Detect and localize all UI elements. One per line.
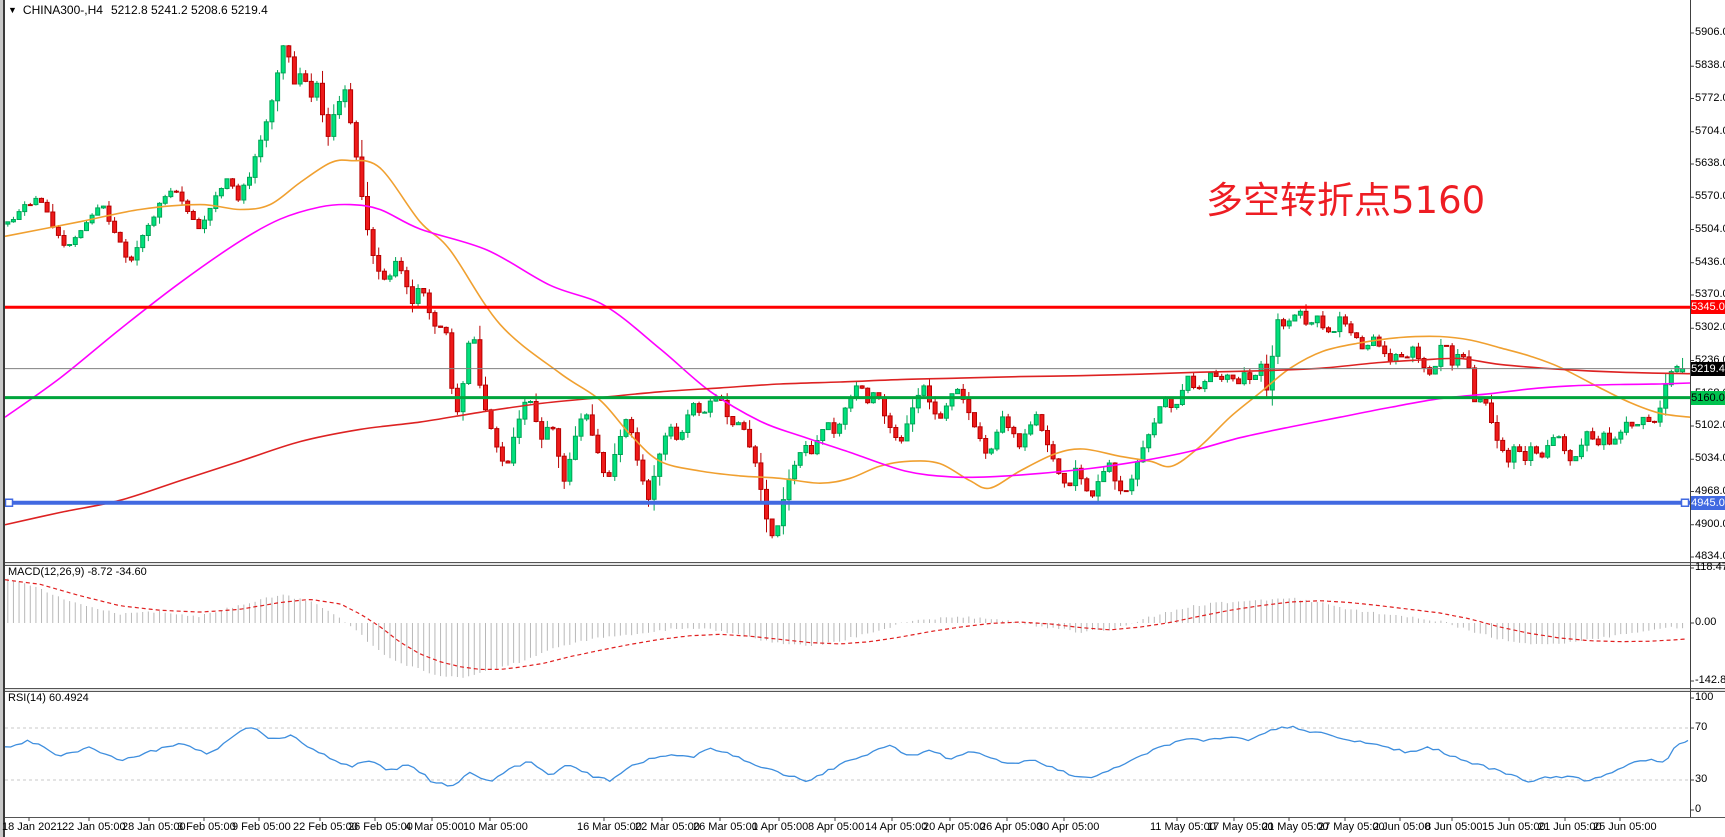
- price-tick-label: 5504.0: [1695, 222, 1725, 235]
- price-tick-label: 5370.0: [1695, 288, 1725, 300]
- date-label[interactable]: 17 May 05:00: [1207, 821, 1274, 833]
- price-tick-label: 5772.0: [1695, 91, 1725, 104]
- rsi-tick-label: 70: [1695, 721, 1708, 733]
- panel-separator[interactable]: [0, 688, 1725, 692]
- collapse-indicator-icon[interactable]: ▼: [8, 5, 17, 15]
- rsi-indicator-label: RSI(14) 60.4924: [8, 692, 89, 704]
- date-label[interactable]: 1 Apr 05:00: [752, 821, 809, 833]
- macd-indicator-label: MACD(12,26,9) -8.72 -34.60: [8, 566, 147, 578]
- price-tick-label: 5570.0: [1695, 190, 1725, 203]
- date-label[interactable]: 16 Mar 05:00: [577, 821, 642, 833]
- date-label[interactable]: 28 Jan 05:00: [122, 821, 186, 833]
- macd-tick-label: -142.8: [1695, 674, 1725, 686]
- price-tick-label: 4968.0: [1695, 484, 1725, 497]
- date-label[interactable]: 26 Feb 05:00: [348, 821, 413, 833]
- rsi-tick-label: 100: [1695, 691, 1714, 703]
- price-tick-label: 5102.0: [1695, 419, 1725, 431]
- date-label[interactable]: 26 Apr 05:00: [980, 821, 1043, 833]
- macd-tick-label: 118.47: [1695, 561, 1725, 573]
- date-label[interactable]: 21 Jun 05:00: [1538, 821, 1602, 833]
- macd-histogram-layer: [7, 578, 1684, 678]
- ma-mid-magenta: [4, 203, 1691, 479]
- price-tick-label: 5838.0: [1695, 59, 1725, 72]
- date-label[interactable]: 14 Apr 05:00: [865, 821, 928, 833]
- price-badge-current-price: 5219.4: [1691, 361, 1725, 376]
- price-tick-label: 5034.0: [1695, 452, 1725, 465]
- candle-wicks-layer: [7, 44, 1684, 539]
- hline-handle-left[interactable]: [4, 498, 14, 507]
- price-badge-support-4945: 4945.0: [1691, 495, 1725, 510]
- macd-signal-line: [4, 579, 1686, 671]
- macd-tick-label: 0.00: [1695, 616, 1717, 628]
- ma-fast-orange: [4, 159, 1691, 490]
- chart-title: ▼ CHINA300-,H4 5212.8 5241.2 5208.6 5219.4: [8, 3, 268, 17]
- date-label[interactable]: 8 Jun 05:00: [1425, 821, 1483, 833]
- panel-separator[interactable]: [0, 562, 1725, 566]
- date-label[interactable]: 30 Apr 05:00: [1037, 821, 1100, 833]
- date-label[interactable]: 22 Jan 05:00: [62, 821, 126, 833]
- price-tick-label: 5302.0: [1695, 321, 1725, 334]
- date-label[interactable]: 3 Feb 05:00: [177, 821, 236, 833]
- symbol-period-label: CHINA300-,H4: [22, 3, 103, 17]
- candle-bodies-layer: [5, 45, 1686, 537]
- price-tick-label: 4900.0: [1695, 517, 1725, 530]
- hline-handle-right[interactable]: [1680, 498, 1690, 507]
- price-tick-label: 4834.0: [1695, 550, 1725, 562]
- window-left-border: [0, 0, 5, 837]
- date-label[interactable]: 22 Feb 05:00: [293, 821, 358, 833]
- price-tick-label: 5704.0: [1695, 124, 1725, 137]
- date-label[interactable]: 18 Jan 2021: [2, 821, 63, 833]
- date-label[interactable]: 9 Feb 05:00: [232, 821, 291, 833]
- price-badge-resistance-5345: 5345.0: [1691, 300, 1725, 315]
- date-label[interactable]: 26 Mar 05:00: [693, 821, 758, 833]
- date-label[interactable]: 8 Apr 05:00: [808, 821, 865, 833]
- date-label[interactable]: 11 May 05:00: [1150, 821, 1216, 833]
- chinese-annotation-text[interactable]: 多空转折点5160: [1206, 179, 1486, 222]
- date-label[interactable]: 27 May 05:00: [1318, 821, 1385, 833]
- date-label[interactable]: 22 Mar 05:00: [635, 821, 700, 833]
- date-label[interactable]: 15 Jun 05:00: [1482, 821, 1546, 833]
- date-label[interactable]: 21 May 05:00: [1262, 821, 1329, 833]
- date-label[interactable]: 25 Jun 05:00: [1593, 821, 1657, 833]
- date-label[interactable]: 20 Apr 05:00: [923, 821, 986, 833]
- ma-slow-red: [4, 357, 1691, 526]
- ohlc-values: 5212.8 5241.2 5208.6 5219.4: [110, 3, 268, 17]
- date-label[interactable]: 10 Mar 05:00: [463, 821, 528, 833]
- rsi-line: [4, 725, 1689, 787]
- price-tick-label: 5436.0: [1695, 255, 1725, 268]
- price-badge-pivot-5160: 5160.0: [1691, 390, 1725, 405]
- price-tick-label: 5638.0: [1695, 157, 1725, 169]
- price-tick-label: 5906.0: [1695, 26, 1725, 38]
- date-label[interactable]: 2 Jun 05:00: [1373, 821, 1431, 833]
- rsi-tick-label: 0: [1695, 803, 1702, 815]
- date-label[interactable]: 4 Mar 05:00: [405, 821, 464, 833]
- rsi-tick-label: 30: [1695, 773, 1708, 785]
